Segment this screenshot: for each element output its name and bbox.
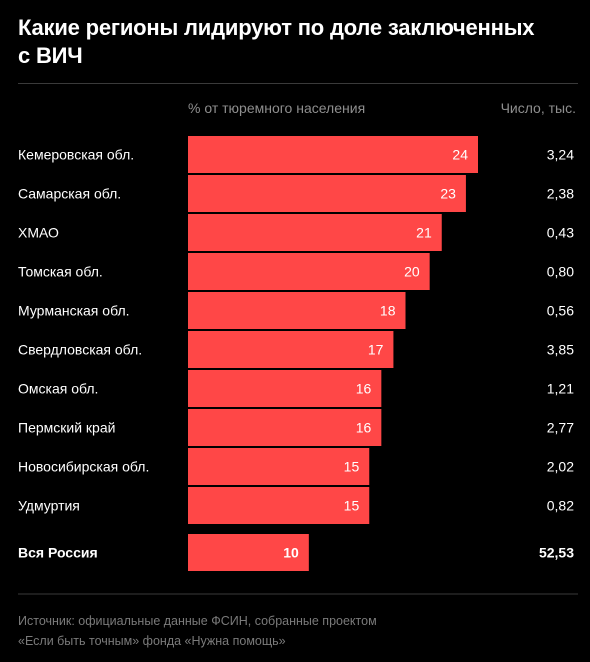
count-value: 3,85 bbox=[547, 342, 574, 358]
bar-value-label: 18 bbox=[380, 303, 396, 319]
bar bbox=[188, 136, 478, 173]
chart-title: Какие регионы лидируют по доле заключенн… bbox=[18, 14, 578, 70]
category-label: Томская обл. bbox=[18, 264, 103, 280]
category-label: Свердловская обл. bbox=[18, 342, 142, 358]
total-bar bbox=[188, 534, 309, 571]
category-label: Самарская обл. bbox=[18, 186, 121, 202]
bar-value-label: 16 bbox=[356, 381, 372, 397]
title-divider bbox=[18, 83, 578, 84]
bar-value-label: 15 bbox=[344, 459, 360, 475]
bar-value-label: 15 bbox=[344, 498, 360, 514]
count-value: 0,43 bbox=[547, 225, 574, 241]
bar-chart: Кемеровская обл. 24 3,24 Самарская обл. 23 2,… bbox=[18, 136, 578, 595]
source-note: Источник: официальные данные ФСИН, собра… bbox=[18, 611, 377, 651]
count-column-header: Число, тыс. bbox=[500, 100, 576, 116]
bar bbox=[188, 175, 466, 212]
bar-value-label: 16 bbox=[356, 420, 372, 436]
chart-title-line-2: с ВИЧ bbox=[18, 43, 83, 68]
chart-title-line-1: Какие регионы лидируют по доле заключенн… bbox=[18, 15, 535, 40]
count-value: 2,02 bbox=[547, 459, 574, 475]
bar-value-label: 20 bbox=[404, 264, 420, 280]
count-value: 0,80 bbox=[547, 264, 574, 280]
count-value: 0,56 bbox=[547, 303, 574, 319]
bar-value-label: 17 bbox=[368, 342, 384, 358]
category-label: Пермский край bbox=[18, 420, 115, 436]
bar bbox=[188, 292, 406, 329]
bar-column-header: % от тюремного населения bbox=[188, 100, 366, 116]
bar bbox=[188, 448, 370, 485]
bar bbox=[188, 487, 370, 524]
count-value: 3,24 bbox=[547, 147, 574, 163]
bar-value-label: 21 bbox=[416, 225, 432, 241]
bar bbox=[188, 409, 382, 446]
category-label: Новосибирская обл. bbox=[18, 459, 149, 475]
total-value-label: 10 bbox=[283, 545, 299, 561]
bar-value-label: 23 bbox=[440, 186, 456, 202]
source-line-2: «Если быть точным» фонда «Нужна помощь» bbox=[18, 634, 286, 648]
bar bbox=[188, 370, 382, 407]
count-value: 2,38 bbox=[547, 186, 574, 202]
category-label: ХМАО bbox=[18, 225, 59, 241]
total-count: 52,53 bbox=[539, 545, 574, 561]
category-label: Омская обл. bbox=[18, 381, 98, 397]
bar bbox=[188, 214, 442, 251]
category-label: Удмуртия bbox=[18, 498, 80, 514]
count-value: 1,21 bbox=[547, 381, 574, 397]
category-label: Мурманская обл. bbox=[18, 303, 130, 319]
bar bbox=[188, 331, 394, 368]
count-value: 0,82 bbox=[547, 498, 574, 514]
bar-value-label: 24 bbox=[452, 147, 468, 163]
count-value: 2,77 bbox=[547, 420, 574, 436]
category-label: Кемеровская обл. bbox=[18, 147, 134, 163]
total-label: Вся Россия bbox=[18, 545, 98, 561]
bar bbox=[188, 253, 430, 290]
source-line-1: Источник: официальные данные ФСИН, собра… bbox=[18, 614, 377, 628]
